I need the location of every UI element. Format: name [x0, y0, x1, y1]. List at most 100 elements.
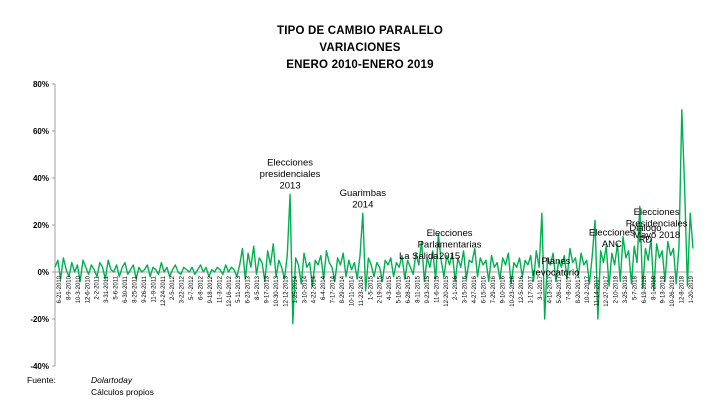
x-tick-label: 9-18-2012 — [208, 275, 214, 303]
annotation-label: Elecciones — [589, 228, 635, 239]
y-tick-label: 60% — [33, 127, 49, 136]
chart-title-line-2: VARIACIONES — [319, 42, 401, 54]
x-tick-label: 12-20-2015 — [444, 275, 450, 306]
x-tick-label: 8-5-2013 — [255, 275, 261, 300]
annotation-label: Planes — [541, 256, 570, 267]
x-tick-label: 8-29-2014 — [340, 275, 346, 303]
x-tick-label: 1-5-2015 — [368, 275, 374, 300]
x-tick-label: 6-23-2013 — [246, 275, 252, 303]
x-tick-label: 3-31-2011 — [104, 275, 110, 303]
x-tick-label: 3-10-2014 — [302, 275, 308, 303]
x-tick-label: 11-14-2017 — [595, 275, 601, 306]
x-tick-label: 9-10-2016 — [500, 275, 506, 303]
x-tick-label: 6-30-2011 — [123, 275, 129, 303]
x-tick-label: 12-24-2011 — [161, 275, 167, 306]
x-tick-label: 4-13-2017 — [548, 275, 554, 303]
series-line — [54, 109, 694, 325]
x-tick-label: 10-26-2018 — [670, 275, 676, 306]
y-tick-label: -40% — [30, 362, 49, 371]
x-tick-label: 10-11-2014 — [349, 275, 355, 306]
x-tick-label: 8-25-2011 — [132, 275, 138, 303]
x-tick-label: 11-6-2015 — [434, 275, 440, 303]
x-tick-label: 12-6-2010 — [85, 275, 91, 303]
x-tick-label: 10-23-2016 — [510, 275, 516, 306]
x-tick-label: 6-19-2018 — [642, 275, 648, 303]
x-tick-label: 1-25-2014 — [293, 275, 299, 303]
annotation-label: 2015 — [439, 251, 460, 262]
x-tick-label: 8-9-2010 — [66, 275, 72, 300]
x-tick-label: 3-15-2016 — [463, 275, 469, 303]
x-tick-label: 12-8-2018 — [680, 275, 686, 303]
x-tick-label: 10-2-2017 — [585, 275, 591, 303]
x-tick-label: 2-19-2015 — [378, 275, 384, 303]
source-line-1: Dolartoday — [91, 375, 133, 385]
x-tick-label: 12-16-2012 — [227, 275, 233, 306]
x-tick-label: 5-26-2017 — [557, 275, 563, 303]
x-tick-label: 3-25-2018 — [623, 275, 629, 303]
x-tick-label: 10-30-2013 — [274, 275, 280, 306]
x-tick-label: 7-17-2014 — [331, 275, 337, 303]
y-tick-label: 20% — [33, 221, 49, 230]
x-tick-label: 5-16-2015 — [397, 275, 403, 303]
x-tick-label: 12-27-2017 — [604, 275, 610, 306]
annotation-label: Diálogo — [629, 223, 661, 234]
x-tick-label: 2-2-2011 — [95, 275, 101, 299]
annotation-label: 2014 — [352, 199, 373, 210]
annotation-label: revocatorio — [532, 267, 579, 278]
chart-title-line-3: ENERO 2010-ENERO 2019 — [286, 59, 434, 71]
x-tick-label: 8-11-2015 — [415, 275, 421, 303]
x-tick-label: 4-22-2014 — [312, 275, 318, 303]
x-tick-label: 9-13-2018 — [661, 275, 667, 303]
x-tick-label: 12-12-2013 — [283, 275, 289, 306]
x-tick-label: 4-3-2015 — [387, 275, 393, 300]
annotation-label: Mayo 2018 — [633, 230, 680, 241]
annotation-label: Elecciones — [427, 228, 473, 239]
source-line-2: Cálculos propios — [91, 387, 154, 397]
x-tick-label: 9-23-2015 — [425, 275, 431, 303]
x-tick-label: 6-8-2012 — [198, 275, 204, 300]
chart-title-line-1: TIPO DE CAMBIO PARALELO — [276, 25, 444, 37]
annotation-label: La Salida — [399, 251, 439, 262]
annotation-label: Presidenciales — [626, 218, 688, 229]
x-tick-label: 10-3-2010 — [76, 275, 82, 303]
annotation-label: RD — [639, 235, 653, 246]
y-tick-label: 40% — [33, 174, 49, 183]
y-tick-label: -20% — [30, 315, 49, 324]
annotation-label: Parlamentarias — [418, 239, 482, 250]
x-tick-label: 4-27-2016 — [472, 275, 478, 303]
x-tick-label: 5-7-2018 — [632, 275, 638, 300]
annotation-label: Guarimbas — [340, 188, 387, 199]
x-tick-label: 8-20-2017 — [576, 275, 582, 303]
x-tick-label: 3-22-2012 — [180, 275, 186, 303]
x-tick-label: 6-28-2015 — [406, 275, 412, 303]
x-tick-label: 3-1-2017 — [538, 275, 544, 300]
annotation-label: 2013 — [279, 180, 300, 191]
x-tick-label: 5-11-2013 — [236, 275, 242, 303]
annotation-label: presidenciales — [260, 169, 321, 180]
source-label: Fuente: — [27, 375, 56, 385]
x-tick-label: 11-3-2012 — [217, 275, 223, 303]
x-tick-label: 6-21-2010 — [57, 275, 63, 303]
x-tick-label: 6-4-2014 — [321, 275, 327, 300]
x-tick-label: 11-23-2014 — [359, 275, 365, 306]
x-tick-label: 2-10-2018 — [614, 275, 620, 303]
x-tick-label: 7-29-2016 — [491, 275, 497, 303]
annotation-label: Juramentación — [679, 0, 720, 3]
x-tick-label: 1-20-2019 — [689, 275, 695, 303]
x-tick-label: 2-1-2016 — [453, 275, 459, 300]
x-tick-label: 1-17-2017 — [529, 275, 535, 303]
x-tick-label: 6-15-2016 — [481, 275, 487, 303]
x-tick-label: 2-5-2012 — [170, 275, 176, 300]
x-tick-label: 8-1-2018 — [651, 275, 657, 300]
y-tick-label: 0% — [37, 268, 49, 277]
annotation-label: Elecciones — [267, 157, 313, 168]
x-tick-label: 5-7-2012 — [189, 275, 195, 300]
x-tick-label: 11-9-2011 — [151, 275, 157, 302]
x-tick-label: 9-26-2011 — [142, 275, 148, 303]
x-tick-label: 7-8-2017 — [566, 275, 572, 300]
annotation-label: Nicolás Maduro — [677, 0, 720, 3]
x-tick-label: 9-17-2013 — [265, 275, 271, 303]
x-tick-label: 5-6-2011 — [114, 275, 120, 299]
